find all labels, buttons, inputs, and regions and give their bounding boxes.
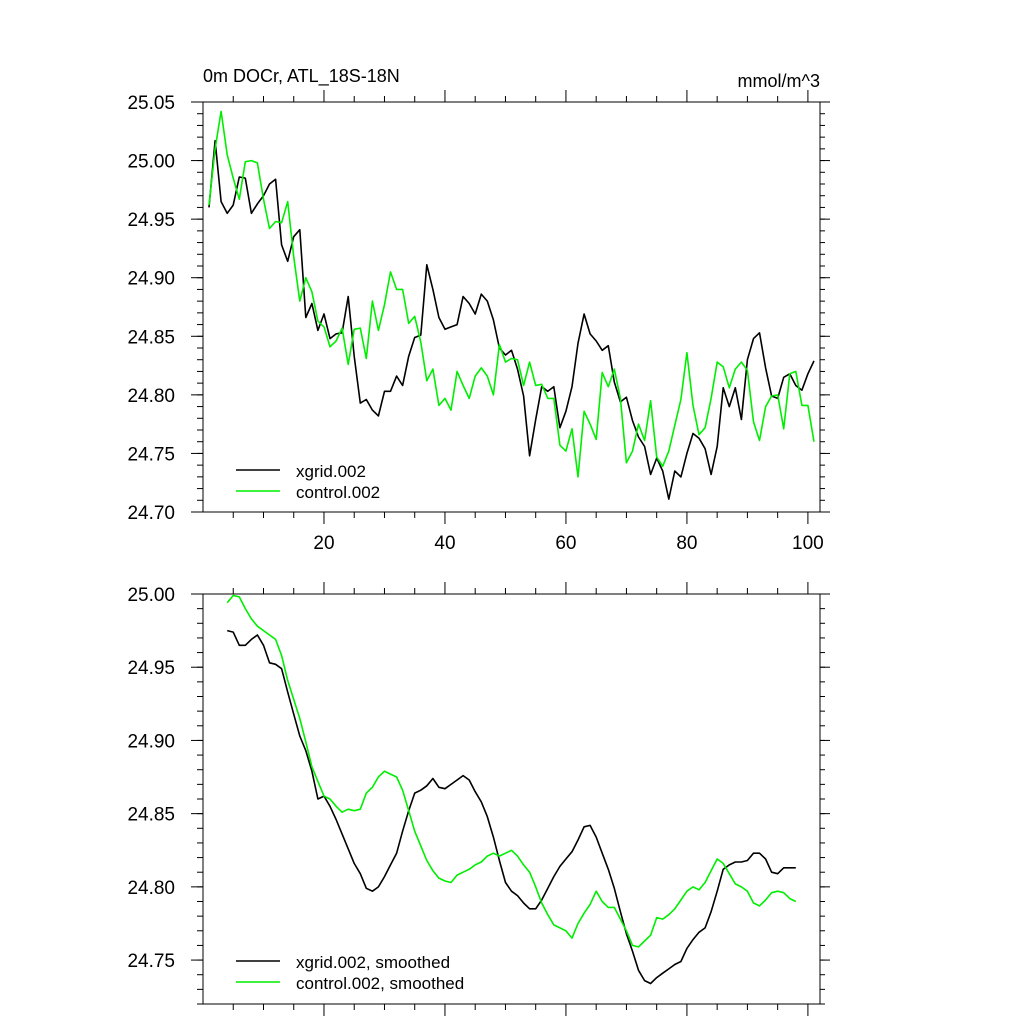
y-tick-label: 24.80 xyxy=(127,878,175,899)
y-tick-label: 25.00 xyxy=(127,585,175,606)
control-series-line xyxy=(226,594,797,948)
x-tick-label: 60 xyxy=(555,533,576,554)
x-tick-labels: 20 40 60 80 100 xyxy=(313,533,823,554)
series-lines xyxy=(208,110,815,500)
tick-marks xyxy=(191,582,830,1016)
y-tick-label: 24.80 xyxy=(127,386,175,407)
x-tick-label: 80 xyxy=(676,533,697,554)
legend-label-xgrid: xgrid.002, smoothed xyxy=(296,953,450,972)
legend: xgrid.002, smoothed control.002, smoothe… xyxy=(236,953,464,993)
chart-title: 0m DOCr, ATL_18S-18N xyxy=(203,66,400,87)
y-tick-label: 24.85 xyxy=(127,327,175,348)
y-tick-label: 25.00 xyxy=(127,152,175,173)
y-tick-label: 24.95 xyxy=(127,210,175,231)
y-tick-label: 24.95 xyxy=(127,658,175,679)
series-lines xyxy=(226,594,797,985)
legend-label-control: control.002, smoothed xyxy=(296,974,464,993)
tick-marks xyxy=(191,90,830,524)
xgrid-series-line xyxy=(227,629,796,985)
y-tick-labels: 24.75 24.80 24.85 24.90 24.95 25.00 xyxy=(127,585,175,972)
y-tick-label: 24.85 xyxy=(127,805,175,826)
plot-frame xyxy=(202,101,821,513)
y-tick-label: 24.70 xyxy=(127,503,175,524)
y-tick-label: 25.05 xyxy=(127,93,175,114)
control-series-line xyxy=(208,110,815,478)
y-tick-label: 24.90 xyxy=(127,731,175,752)
legend: xgrid.002 control.002 xyxy=(236,462,380,502)
top-line-chart: 0m DOCr, ATL_18S-18N mmol/m^3 24.70 24.75… xyxy=(127,66,830,554)
plot-frame xyxy=(202,593,821,1005)
y-tick-label: 24.75 xyxy=(127,444,175,465)
x-tick-label: 40 xyxy=(434,533,455,554)
y-tick-label: 24.90 xyxy=(127,269,175,290)
legend-label-control: control.002 xyxy=(296,483,380,502)
bottom-line-chart: 24.75 24.80 24.85 24.90 24.95 25.00 xgrid.002… xyxy=(127,582,830,1016)
x-tick-label: 20 xyxy=(313,533,334,554)
xgrid-series-line xyxy=(208,139,815,500)
x-tick-label: 100 xyxy=(792,533,824,554)
y-tick-label: 24.75 xyxy=(127,951,175,972)
legend-label-xgrid: xgrid.002 xyxy=(296,462,366,481)
chart-units: mmol/m^3 xyxy=(738,71,820,91)
y-tick-labels: 24.70 24.75 24.80 24.85 24.90 24.95 25.00 25.05 xyxy=(127,93,175,524)
